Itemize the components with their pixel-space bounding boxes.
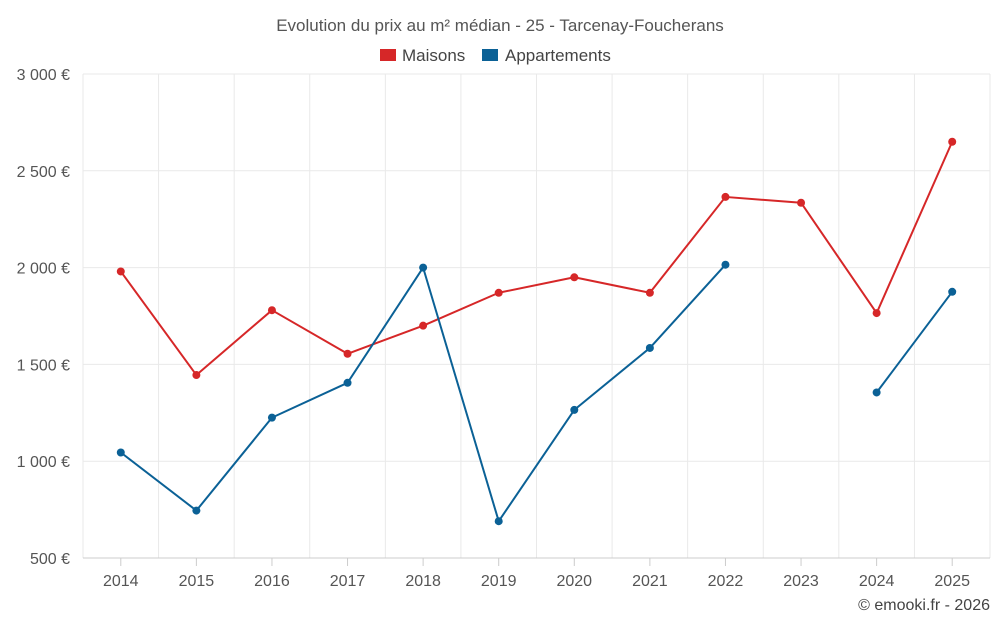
x-tick-label: 2018 xyxy=(405,573,441,590)
point-appartements-2014[interactable] xyxy=(116,448,125,457)
point-maisons-2017[interactable] xyxy=(343,349,352,358)
legend-item-appartements[interactable]: Appartements xyxy=(482,46,611,65)
x-tick-label: 2016 xyxy=(254,573,290,590)
y-tick-label: 3 000 € xyxy=(17,67,70,84)
point-maisons-2018[interactable] xyxy=(419,321,428,330)
y-tick-label: 2 500 € xyxy=(17,164,70,181)
point-maisons-2014[interactable] xyxy=(116,267,125,276)
y-tick-label: 2 000 € xyxy=(17,261,70,278)
y-tick-label: 1 000 € xyxy=(17,454,70,471)
legend-swatch-maisons xyxy=(380,49,396,61)
point-appartements-2020[interactable] xyxy=(570,405,579,414)
x-tick-label: 2025 xyxy=(934,573,970,590)
legend: Maisons Appartements xyxy=(380,46,611,65)
point-appartements-2016[interactable] xyxy=(267,413,276,422)
y-tick-label: 1 500 € xyxy=(17,357,70,374)
series-maisons xyxy=(116,137,957,380)
x-tick-label: 2021 xyxy=(632,573,668,590)
point-maisons-2019[interactable] xyxy=(494,288,503,297)
point-appartements-2021[interactable] xyxy=(645,343,654,352)
legend-item-maisons[interactable]: Maisons xyxy=(380,46,465,65)
x-tick-label: 2022 xyxy=(708,573,744,590)
point-maisons-2015[interactable] xyxy=(192,371,201,380)
y-axis: 500 € 1 000 € 1 500 € 2 000 € 2 500 € 3 000 € xyxy=(17,67,70,568)
point-maisons-2025[interactable] xyxy=(948,137,957,146)
point-appartements-2024[interactable] xyxy=(872,388,881,397)
chart-title: Evolution du prix au m² médian - 25 - Ta… xyxy=(276,16,724,35)
x-tick-label: 2019 xyxy=(481,573,517,590)
x-tick-label: 2014 xyxy=(103,573,139,590)
series-line-maisons xyxy=(119,141,954,377)
x-tick-label: 2020 xyxy=(556,573,592,590)
point-appartements-2019[interactable] xyxy=(494,517,503,526)
series-line-appartements xyxy=(875,291,954,394)
legend-swatch-appartements xyxy=(482,49,498,61)
point-maisons-2016[interactable] xyxy=(267,306,276,315)
point-maisons-2023[interactable] xyxy=(797,198,806,207)
y-tick-label: 500 € xyxy=(30,551,70,568)
x-tick-label: 2024 xyxy=(859,573,895,590)
point-appartements-2025[interactable] xyxy=(948,287,957,296)
x-axis: 2014 2015 2016 2017 2018 2019 2020 2021 2022 2023… xyxy=(83,557,990,590)
point-maisons-2022[interactable] xyxy=(721,192,730,201)
point-appartements-2018[interactable] xyxy=(419,263,428,272)
point-maisons-2020[interactable] xyxy=(570,273,579,282)
point-maisons-2021[interactable] xyxy=(645,288,654,297)
grid xyxy=(82,73,991,558)
legend-label-maisons: Maisons xyxy=(402,46,465,65)
x-tick-label: 2015 xyxy=(179,573,215,590)
series-layer xyxy=(116,137,957,526)
series-line-appartements xyxy=(120,264,727,523)
point-maisons-2024[interactable] xyxy=(872,309,881,318)
point-appartements-2022[interactable] xyxy=(721,260,730,269)
credit: © emooki.fr - 2026 xyxy=(858,597,990,614)
series-appartements xyxy=(116,260,957,526)
legend-label-appartements: Appartements xyxy=(505,46,611,65)
x-tick-label: 2017 xyxy=(330,573,366,590)
x-tick-label: 2023 xyxy=(783,573,819,590)
point-appartements-2015[interactable] xyxy=(192,506,201,515)
point-appartements-2017[interactable] xyxy=(343,378,352,387)
